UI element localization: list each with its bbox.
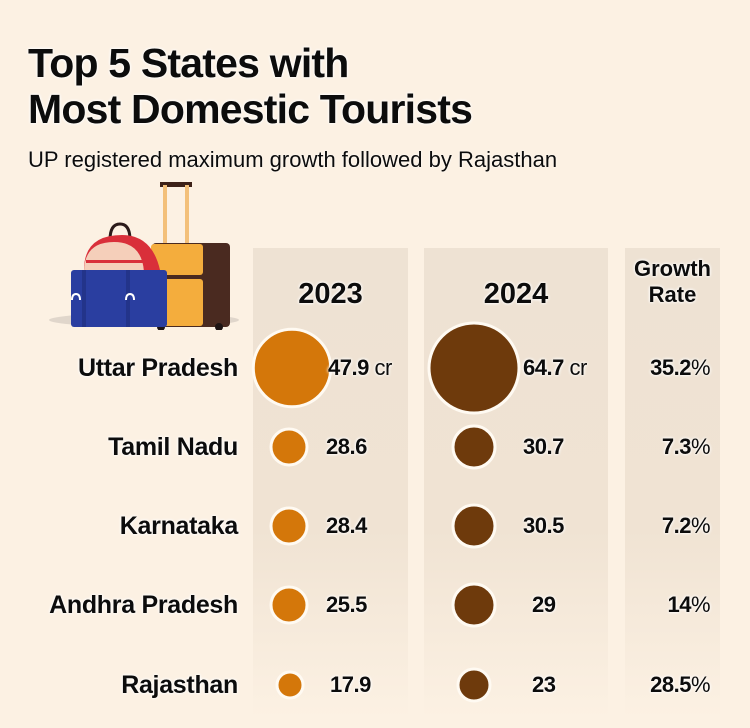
panel-growth bbox=[625, 248, 720, 718]
chart-subtitle: UP registered maximum growth followed by… bbox=[28, 147, 558, 172]
value-number: 47.9 bbox=[328, 355, 369, 380]
value-number: 23 bbox=[532, 672, 556, 697]
value-number: 25.5 bbox=[326, 592, 367, 617]
value-number: 29 bbox=[532, 592, 556, 617]
growth-number: 7.3 bbox=[661, 434, 692, 459]
panel-2023 bbox=[253, 248, 408, 718]
value-label-2023: 25.5 bbox=[326, 591, 367, 619]
title-line-1: Top 5 States with bbox=[28, 40, 349, 86]
column-header-growth-rate: Growth Rate bbox=[634, 256, 711, 307]
value-label-2023: 28.6 bbox=[326, 433, 367, 461]
state-label: Rajasthan bbox=[121, 671, 238, 699]
percent-sign: % bbox=[690, 434, 711, 459]
state-label: Uttar Pradesh bbox=[77, 354, 238, 382]
value-number: 28.4 bbox=[326, 513, 367, 538]
growth-number: 35.2 bbox=[650, 355, 691, 380]
title-line-2: Most Domestic Tourists bbox=[28, 86, 473, 132]
bubble-2024-andhra-pradesh bbox=[451, 582, 497, 628]
value-number: 17.9 bbox=[330, 672, 371, 697]
value-label-2024: 64.7 cr bbox=[523, 354, 587, 382]
column-header-2023: 2023 bbox=[298, 278, 363, 310]
growth-rate-value: 7.3% bbox=[661, 433, 711, 461]
growth-number: 14 bbox=[667, 592, 691, 617]
value-number: 28.6 bbox=[326, 434, 367, 459]
bubble-2024-uttar-pradesh bbox=[427, 321, 521, 415]
value-label-2024: 30.7 bbox=[523, 433, 564, 461]
state-label: Tamil Nadu bbox=[108, 433, 238, 461]
value-label-2024: 23 bbox=[532, 671, 556, 699]
chart-title: Top 5 States with Most Domestic Tourists bbox=[28, 40, 473, 132]
bubble-2023-uttar-pradesh bbox=[251, 327, 333, 409]
state-label: Andhra Pradesh bbox=[49, 591, 238, 619]
value-label-2024: 29 bbox=[532, 591, 556, 619]
bubble-2024-karnataka bbox=[451, 503, 497, 549]
bubble-2023-rajasthan bbox=[275, 670, 305, 700]
bubble-2024-tamil-nadu bbox=[451, 424, 497, 470]
bubble-2023-karnataka bbox=[269, 506, 309, 546]
column-header-2024: 2024 bbox=[483, 278, 549, 310]
bubble-2023-andhra-pradesh bbox=[269, 585, 309, 625]
percent-sign: % bbox=[690, 355, 711, 380]
growth-rate-value: 7.2% bbox=[661, 512, 711, 540]
value-number: 30.5 bbox=[523, 513, 564, 538]
value-label-2023: 47.9 cr bbox=[328, 354, 392, 382]
value-label-2024: 30.5 bbox=[523, 512, 564, 540]
value-unit: cr bbox=[368, 355, 392, 380]
value-number: 64.7 bbox=[523, 355, 564, 380]
value-number: 30.7 bbox=[523, 434, 564, 459]
value-label-2023: 17.9 bbox=[330, 671, 371, 699]
growth-rate-value: 14% bbox=[667, 591, 710, 619]
percent-sign: % bbox=[690, 592, 711, 617]
bubble-2023-tamil-nadu bbox=[269, 427, 309, 467]
growth-number: 28.5 bbox=[650, 672, 691, 697]
bubble-2024-rajasthan bbox=[456, 667, 492, 703]
percent-sign: % bbox=[690, 513, 711, 538]
state-label: Karnataka bbox=[119, 512, 239, 540]
growth-rate-value: 35.2% bbox=[650, 354, 710, 382]
luggage-icon bbox=[49, 182, 239, 330]
value-unit: cr bbox=[563, 355, 587, 380]
growth-number: 7.2 bbox=[661, 513, 692, 538]
value-label-2023: 28.4 bbox=[326, 512, 367, 540]
growth-rate-value: 28.5% bbox=[650, 671, 710, 699]
percent-sign: % bbox=[690, 672, 711, 697]
